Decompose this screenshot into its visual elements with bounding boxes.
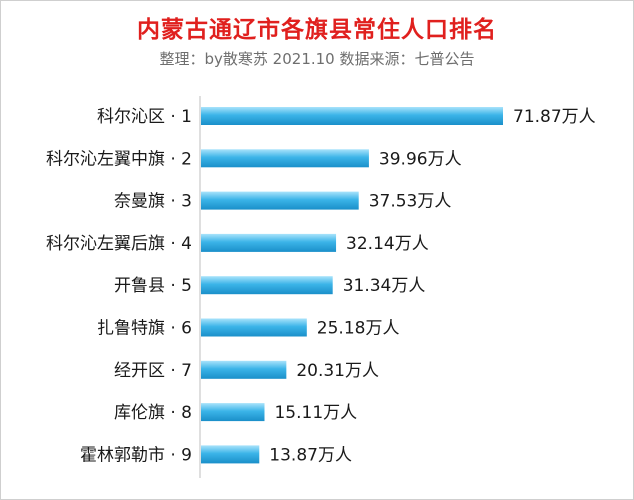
- value-label: 15.11万人: [274, 403, 357, 423]
- value-label: 32.14万人: [346, 234, 429, 254]
- category-label: 经开区 · 7: [114, 361, 192, 381]
- bar: [201, 318, 307, 337]
- category-label: 科尔沁区 · 1: [97, 107, 192, 127]
- value-label: 37.53万人: [369, 192, 452, 212]
- category-label: 扎鲁特旗 · 6: [97, 319, 192, 339]
- bar: [201, 360, 287, 379]
- category-label: 霍林郭勒市 · 9: [80, 445, 192, 465]
- chart-subtitle: 整理：by散寒苏 2021.10 数据来源：七普公告: [159, 50, 475, 68]
- category-label: 科尔沁左翼后旗 · 4: [46, 234, 192, 254]
- value-label: 25.18万人: [317, 319, 400, 339]
- bar: [201, 276, 333, 295]
- value-label: 39.96万人: [379, 149, 462, 169]
- bar: [201, 107, 503, 125]
- category-label: 科尔沁左翼中旗 · 2: [46, 149, 192, 169]
- value-label: 71.87万人: [513, 107, 596, 127]
- value-label: 13.87万人: [269, 445, 352, 465]
- bar: [201, 445, 260, 464]
- chart-title: 内蒙古通辽市各旗县常住人口排名: [137, 17, 497, 43]
- bar: [201, 191, 359, 210]
- category-label: 库伦旗 · 8: [114, 403, 192, 423]
- bar: [201, 403, 265, 422]
- value-label: 31.34万人: [343, 276, 426, 296]
- bar: [201, 149, 369, 168]
- category-label: 开鲁县 · 5: [114, 276, 192, 296]
- bar: [201, 233, 337, 252]
- category-label: 奈曼旗 · 3: [114, 192, 192, 212]
- value-label: 20.31万人: [296, 361, 379, 381]
